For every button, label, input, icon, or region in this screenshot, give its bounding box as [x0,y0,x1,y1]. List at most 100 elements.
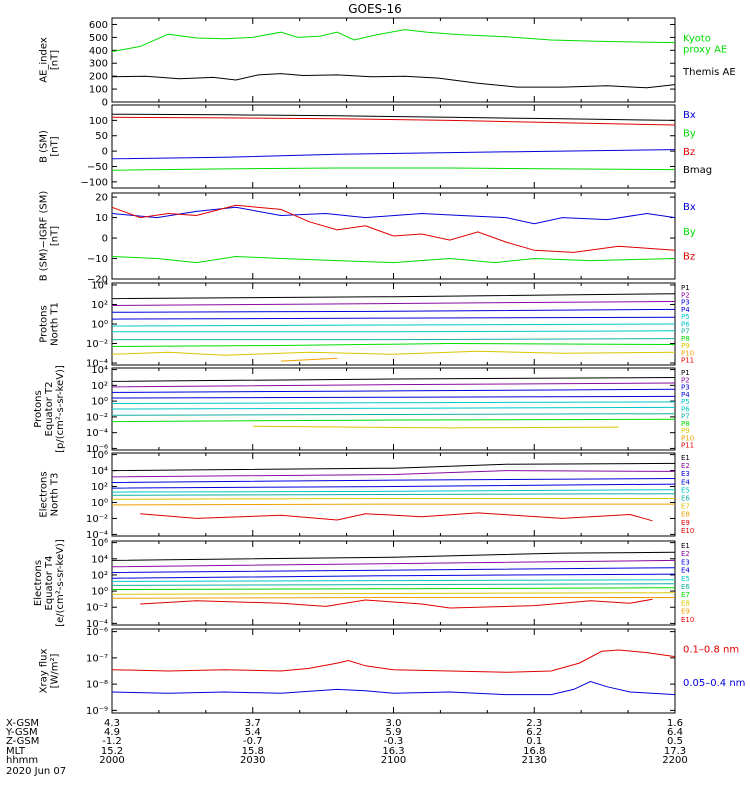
legend-label: E2 [681,550,690,558]
legend-label: E8 [681,599,690,607]
series-line [111,116,676,126]
y-tick-label: 200 [89,72,108,83]
series-line [111,503,675,506]
y-tick-label: 10⁰ [91,397,108,408]
y-tick-label: 300 [89,59,108,70]
legend-label: E5 [681,486,690,494]
series-line [111,462,676,472]
y-tick-label: 10² [91,482,108,493]
footer-value: 0.1 [526,736,543,748]
legend-label: P4 [681,306,690,314]
series-line [111,206,676,225]
series-line [111,29,676,53]
series-line [111,149,676,160]
footer-value: 2030 [240,754,266,766]
series-line [111,316,676,320]
series-line [112,330,676,333]
footer-value: 5.4 [244,727,261,739]
legend-label: Themis AE [682,67,736,78]
y-tick-label: −10 [87,254,108,265]
series-line [111,406,676,410]
y-axis-label: Protons [33,390,44,427]
legend-label: P10 [681,434,694,442]
footer-value: 2000 [99,754,125,766]
series-line [111,418,676,423]
footer-value: 0.5 [667,736,683,748]
legend-label: P11 [681,442,694,450]
y-tick-label: 10⁻⁴ [86,530,108,541]
footer-value: 16.8 [523,745,546,757]
legend-label: P1 [681,369,690,377]
y-tick-label: 10⁶ [91,538,108,549]
legend-label: P3 [681,299,690,307]
y-tick-label: 10⁻⁷ [86,653,108,664]
footer-value: 3.7 [244,718,261,729]
y-axis-label: Electrons [33,560,44,606]
series-line [111,649,676,673]
y-axis-label: [nT] [50,226,61,246]
series-line [111,377,676,382]
y-tick-label: 10⁻² [86,412,108,423]
date-label: 2020 Jun 07 [6,766,67,777]
legend-label: E3 [681,470,690,478]
footer-value: 6.2 [526,727,543,739]
footer-value: 6.4 [667,727,683,739]
legend-label: P6 [681,320,690,328]
y-axis-label: Equator T2 [44,382,55,437]
legend-label: E1 [681,542,690,550]
footer-row-label: Z-GSM [6,736,40,748]
footer-value: 3.0 [385,718,402,729]
y-axis-label: North T1 [50,302,61,346]
series-line [111,167,676,171]
legend-label: By [683,128,696,139]
legend-label: P4 [681,391,690,399]
footer-value: -0.3 [383,736,404,748]
legend-label: E4 [681,567,690,575]
legend-label: E6 [681,495,690,503]
footer-value: -1.2 [102,736,122,748]
legend-label: By [683,227,696,238]
legend-label: Kyoto [683,34,711,45]
footer-row-label: hhmm [6,754,39,766]
y-tick-label: 0 [102,234,108,245]
y-tick-label: 10⁻² [86,514,108,525]
y-tick-label: 10 [95,213,108,224]
series-line [111,597,675,599]
y-tick-label: 10⁴ [91,280,108,291]
chart-title: GOES-16 [348,2,402,16]
series-line [111,579,676,582]
y-tick-label: 20 [95,193,108,204]
series-line [111,583,676,586]
legend-label: P2 [681,376,690,384]
series-line [111,551,676,561]
y-axis-label: B (SM)−IGRF (SM) [39,191,50,282]
legend-label: E3 [681,558,690,566]
y-tick-label: 10² [91,300,108,311]
footer-value: 2130 [521,754,547,766]
series-line [140,512,653,522]
legend-label: E2 [681,462,690,470]
y-tick-label: −20 [87,275,108,286]
legend-label: 0.05–0.4 nm [683,678,745,689]
footer-value: 2200 [662,754,688,766]
series-line [111,587,676,590]
series-line [111,470,676,478]
panel-4: 10⁻⁴ 10⁻² 10⁰ 10² 10⁴ Protons North T1 P1P2P3P4… [39,280,695,369]
series-line [280,357,338,362]
panel-1: 0 100 200 300 400 500 600 AE_index [nT] Kyotoprox… [39,17,736,109]
y-tick-label: 10⁻⁹ [86,706,108,717]
legend-label: P2 [681,291,690,299]
series-line [111,113,676,121]
y-axis-label: [nT] [50,50,61,70]
footer-value: 2100 [380,754,407,766]
y-axis-label: Electrons [39,471,50,517]
legend-label: E8 [681,511,690,519]
series-line [111,573,676,579]
y-tick-label: 10⁻⁴ [86,428,108,439]
y-tick-label: 10⁴ [91,365,108,376]
footer-value: -0.7 [242,736,263,748]
y-tick-label: 10⁻⁴ [86,619,108,630]
series-line [111,680,676,696]
